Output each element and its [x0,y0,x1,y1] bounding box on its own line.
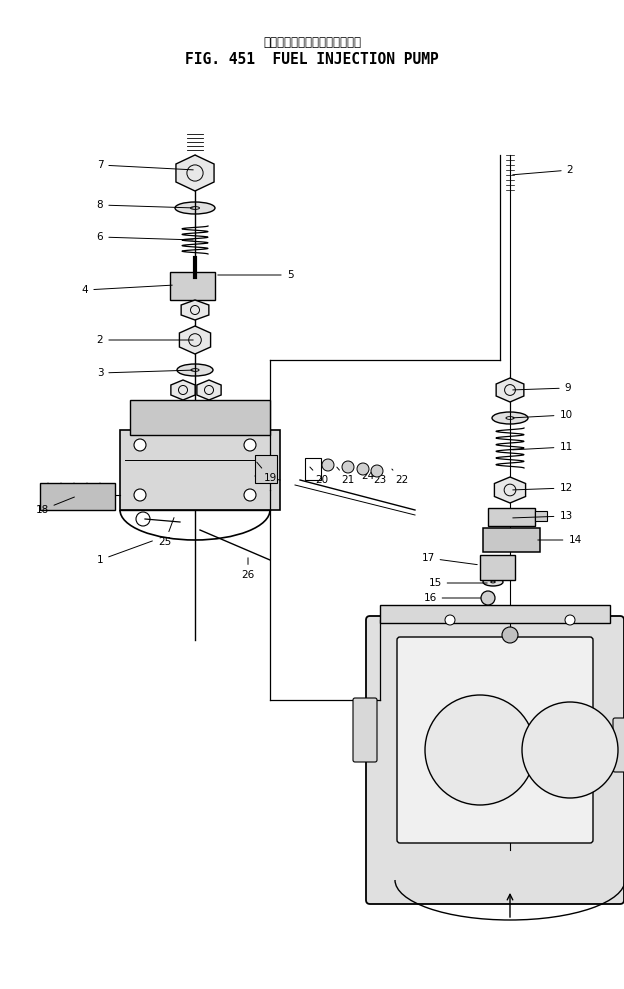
Text: 23: 23 [373,470,387,485]
Text: 13: 13 [513,511,573,521]
Circle shape [322,459,334,471]
Text: 18: 18 [36,497,74,515]
Circle shape [371,465,383,477]
Text: 16: 16 [423,593,483,603]
Text: 19: 19 [257,462,276,483]
Text: 14: 14 [538,535,582,545]
Circle shape [134,489,146,501]
Bar [255,455,277,483]
Bar [380,605,610,623]
Ellipse shape [492,412,528,424]
Ellipse shape [490,582,495,583]
Text: 5: 5 [218,270,293,280]
Text: 24: 24 [361,466,374,481]
FancyBboxPatch shape [397,637,593,843]
Text: 3: 3 [97,368,193,378]
Ellipse shape [191,369,199,371]
Bar [535,511,547,521]
Text: 9: 9 [513,383,572,393]
Polygon shape [176,155,214,191]
Text: 7: 7 [97,160,193,170]
Text: 26: 26 [241,558,255,580]
Text: 25: 25 [158,517,174,547]
Polygon shape [496,378,524,402]
Text: 17: 17 [421,553,477,565]
Text: 10: 10 [513,410,573,420]
Bar [130,400,270,435]
Circle shape [357,463,369,475]
Text: フェルインジェクションポンプ: フェルインジェクションポンプ [263,36,361,48]
Bar [488,508,535,526]
Circle shape [425,695,535,805]
Ellipse shape [177,364,213,376]
Circle shape [342,461,354,473]
Text: 15: 15 [428,578,487,588]
FancyBboxPatch shape [366,616,624,904]
Polygon shape [180,326,210,354]
FancyBboxPatch shape [613,718,624,772]
Ellipse shape [175,202,215,214]
Text: 21: 21 [337,467,354,485]
Polygon shape [171,380,195,400]
Ellipse shape [483,578,503,586]
Circle shape [565,615,575,625]
Bar [483,528,540,552]
Circle shape [502,627,518,643]
Polygon shape [181,300,209,320]
Text: 11: 11 [513,442,573,452]
Polygon shape [197,380,221,400]
Text: 12: 12 [513,483,573,493]
Circle shape [244,439,256,451]
Bar [305,458,321,480]
Text: 2: 2 [97,335,193,345]
Ellipse shape [506,416,514,419]
Text: FIG. 451  FUEL INJECTION PUMP: FIG. 451 FUEL INJECTION PUMP [185,52,439,67]
Bar [480,555,515,580]
Bar [120,430,280,510]
Bar [40,483,115,510]
Circle shape [445,615,455,625]
Text: 2: 2 [513,165,573,175]
Text: 20: 20 [310,467,329,485]
Ellipse shape [190,207,200,210]
Text: 6: 6 [97,232,193,242]
FancyBboxPatch shape [353,698,377,762]
Bar [170,272,215,300]
Text: 4: 4 [82,285,172,295]
Circle shape [244,489,256,501]
Polygon shape [494,477,525,503]
Circle shape [522,702,618,798]
Text: 22: 22 [392,469,409,485]
Circle shape [134,439,146,451]
Text: 8: 8 [97,200,193,210]
Circle shape [481,591,495,605]
Text: 1: 1 [97,541,152,565]
